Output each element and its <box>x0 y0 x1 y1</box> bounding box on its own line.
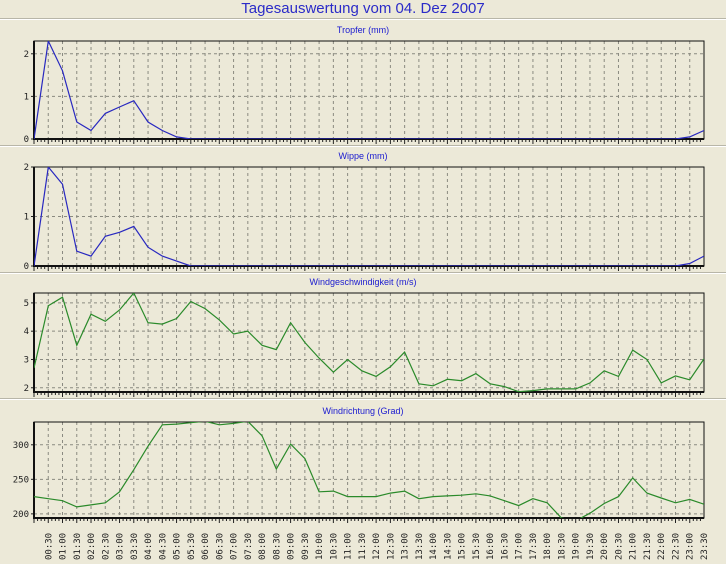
x-tick-label: 08:30 <box>272 533 282 560</box>
x-tick-label: 07:00 <box>230 533 240 560</box>
y-tick-label: 0 <box>24 262 29 272</box>
x-tick-label: 10:00 <box>315 533 325 560</box>
x-tick-label: 17:00 <box>515 533 525 560</box>
x-tick-label: 18:30 <box>557 533 567 560</box>
y-tick-label: 300 <box>13 441 29 451</box>
x-tick-label: 03:00 <box>116 533 126 560</box>
x-tick-label: 07:30 <box>244 533 254 560</box>
y-tick-label: 2 <box>24 163 29 173</box>
x-tick-label: 10:30 <box>329 533 339 560</box>
x-tick-label: 00:30 <box>44 533 54 560</box>
x-tick-label: 22:00 <box>657 533 667 560</box>
x-tick-label: 20:00 <box>600 533 610 560</box>
x-tick-label: 18:00 <box>543 533 553 560</box>
x-tick-label: 04:00 <box>144 533 154 560</box>
x-tick-label: 15:00 <box>458 533 468 560</box>
y-tick-label: 2 <box>24 50 29 60</box>
chart-title-tropfer: Tropfer (mm) <box>336 25 390 35</box>
y-tick-label: 0 <box>24 135 29 145</box>
x-tick-label: 02:00 <box>87 533 97 560</box>
x-tick-label: 23:30 <box>700 533 710 560</box>
chart-panel-1: 0 1 2 <box>24 163 705 272</box>
x-tick-label: 14:00 <box>429 533 439 560</box>
x-tick-label: 13:00 <box>401 533 411 560</box>
divider <box>0 18 726 20</box>
x-tick-label: 21:30 <box>643 533 653 560</box>
x-tick-label: 02:30 <box>101 533 111 560</box>
x-tick-label: 01:00 <box>59 533 69 560</box>
x-tick-label: 22:30 <box>671 533 681 560</box>
x-tick-label: 17:30 <box>529 533 539 560</box>
x-tick-label: 05:30 <box>187 533 197 560</box>
x-tick-label: 15:30 <box>472 533 482 560</box>
x-tick-label: 13:30 <box>415 533 425 560</box>
chart-panel-0: 0 1 2 <box>24 40 705 145</box>
x-tick-label: 23:00 <box>686 533 696 560</box>
plot-border <box>33 166 705 267</box>
y-tick-label: 200 <box>13 510 29 520</box>
chart-panel-3: 200 250 300 <box>13 421 705 523</box>
x-tick-label: 06:00 <box>201 533 211 560</box>
x-tick-label: 14:30 <box>443 533 453 560</box>
page-title: Tagesauswertung vom 04. Dez 2007 <box>241 0 485 17</box>
series-line <box>34 41 704 139</box>
x-tick-label: 01:30 <box>73 533 83 560</box>
chart-panel-2: 2 3 4 5 <box>24 292 705 397</box>
x-tick-label: 08:00 <box>258 533 268 560</box>
x-tick-label: 04:30 <box>158 533 168 560</box>
chart-title-windgeschwindigkeit: Windgeschwindigkeit (m/s) <box>309 277 417 287</box>
x-tick-label: 03:30 <box>130 533 140 560</box>
x-tick-label: 16:00 <box>486 533 496 560</box>
x-tick-label: 06:30 <box>215 533 225 560</box>
x-tick-label: 12:30 <box>386 533 396 560</box>
y-tick-label: 2 <box>24 384 29 394</box>
divider <box>0 398 726 400</box>
x-tick-label: 12:00 <box>372 533 382 560</box>
divider <box>0 145 726 147</box>
y-tick-label: 1 <box>24 213 29 223</box>
x-tick-label: 16:30 <box>500 533 510 560</box>
x-tick-label: 09:30 <box>301 533 311 560</box>
plot-border <box>33 40 705 140</box>
y-tick-label: 4 <box>24 327 29 337</box>
x-tick-label: 09:00 <box>287 533 297 560</box>
series-line <box>34 293 704 392</box>
divider <box>0 272 726 274</box>
x-tick-label: 11:30 <box>358 533 368 560</box>
x-tick-label: 21:00 <box>629 533 639 560</box>
y-tick-label: 1 <box>24 92 29 102</box>
x-tick-label: 19:30 <box>586 533 596 560</box>
chart-title-windrichtung: Windrichtung (Grad) <box>322 406 404 416</box>
series-line <box>34 167 704 266</box>
plot-border <box>33 292 705 393</box>
x-tick-label: 05:00 <box>173 533 183 560</box>
y-tick-label: 3 <box>24 355 29 365</box>
series-line <box>34 422 704 518</box>
y-tick-label: 250 <box>13 475 29 485</box>
y-tick-label: 5 <box>24 299 29 309</box>
x-tick-label: 20:30 <box>614 533 624 560</box>
chart-title-wippe: Wippe (mm) <box>338 151 388 161</box>
x-tick-label: 11:00 <box>344 533 354 560</box>
x-tick-label: 19:00 <box>572 533 582 560</box>
